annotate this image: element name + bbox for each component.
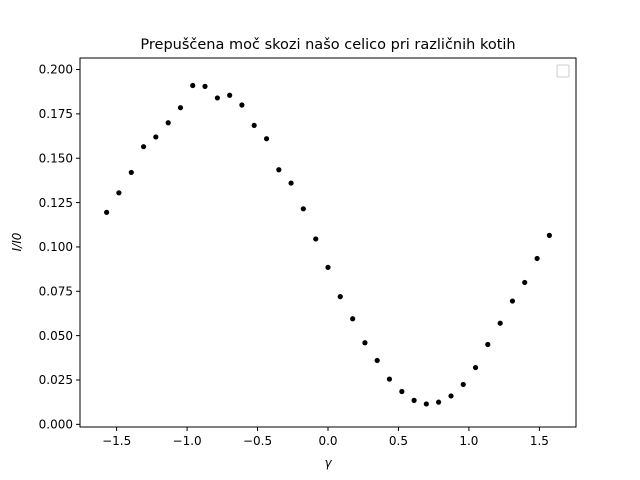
y-tick-label: 0.125 [39,196,73,210]
x-axis-label: γ [324,456,332,470]
data-point [104,209,110,215]
data-point [313,236,319,242]
data-point [116,190,122,196]
y-axis-ticks: 0.000 0.025 0.050 0.075 0.100 0.125 0.150 0.175… [39,63,80,432]
x-tick-label: −1.0 [173,434,202,448]
data-point [276,167,282,173]
data-point [251,122,257,129]
plot-area-frame [79,57,577,428]
data-point [263,136,270,142]
data-point [165,120,171,126]
y-tick-label: 0.150 [39,151,73,165]
chart-title: Prepuščena moč skozi našo celico pri raz… [140,37,515,53]
data-point [140,144,147,150]
y-tick-label: 0.100 [39,240,73,254]
data-point [436,399,442,405]
data-point [497,320,503,326]
y-tick-label: 0.075 [39,284,73,298]
x-tick-label: −0.5 [243,434,272,448]
y-tick-label: 0.000 [39,418,73,432]
x-tick-label: 0.5 [389,434,408,448]
data-point [227,92,233,98]
data-point [177,105,184,111]
data-points [104,82,552,407]
y-tick-label: 0.050 [39,329,73,343]
data-point [362,340,368,346]
data-point [460,381,466,388]
data-point [128,169,134,176]
data-point [485,341,491,348]
data-point [202,83,208,89]
data-point [288,180,294,186]
data-point [325,264,331,270]
y-tick-label: 0.200 [39,63,73,77]
data-point [534,255,540,262]
data-point [399,388,405,395]
data-point [509,298,516,304]
data-point [448,393,454,399]
x-axis-ticks: −1.5 −1.0 −0.5 0.0 0.5 1.0 1.5 [102,427,549,448]
data-point [386,376,393,382]
data-point [300,206,306,212]
data-point [337,294,343,300]
empty-legend-box [556,64,570,78]
data-point [239,102,245,108]
data-point [350,316,356,322]
data-point [546,232,552,238]
x-tick-label: −1.5 [102,434,131,448]
data-point [522,279,528,286]
data-point [423,401,429,407]
data-point [374,357,380,364]
x-tick-label: 1.5 [530,434,549,448]
y-tick-label: 0.175 [39,107,73,121]
data-point [472,364,479,371]
data-point [214,95,220,101]
data-point [153,134,159,140]
x-tick-label: 1.0 [459,434,478,448]
data-point [411,397,417,403]
y-axis-label: I/I0 [10,232,24,251]
x-tick-label: 0.0 [318,434,337,448]
y-tick-label: 0.025 [39,373,73,387]
data-point [190,82,196,89]
